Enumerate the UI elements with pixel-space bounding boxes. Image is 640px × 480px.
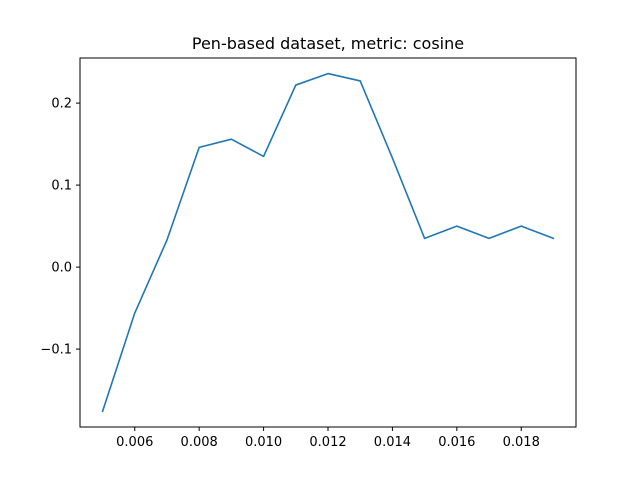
x-tick-label: 0.010 [245, 435, 282, 450]
x-tick-label: 0.014 [374, 435, 411, 450]
plot-frame [79, 57, 577, 428]
y-tick-label: 0.1 [51, 179, 72, 194]
y-tick-label: 0.0 [51, 261, 72, 276]
x-tick-label: 0.012 [309, 435, 346, 450]
plot-area [79, 57, 577, 428]
x-axis: 0.006 0.008 0.010 0.012 0.014 0.016 0.018 [116, 427, 540, 450]
series-layer [101, 72, 555, 413]
y-tick-label: 0.2 [51, 97, 72, 112]
x-tick-label: 0.008 [181, 435, 218, 450]
x-tick-label: 0.006 [116, 435, 153, 450]
y-tick-label: −0.1 [40, 343, 72, 358]
chart-title: Pen-based dataset, metric: cosine [192, 34, 464, 53]
x-tick-label: 0.016 [438, 435, 475, 450]
series-line-0 [101, 72, 555, 413]
y-axis: −0.1 0.0 0.1 0.2 [40, 97, 80, 358]
x-tick-label: 0.018 [503, 435, 540, 450]
